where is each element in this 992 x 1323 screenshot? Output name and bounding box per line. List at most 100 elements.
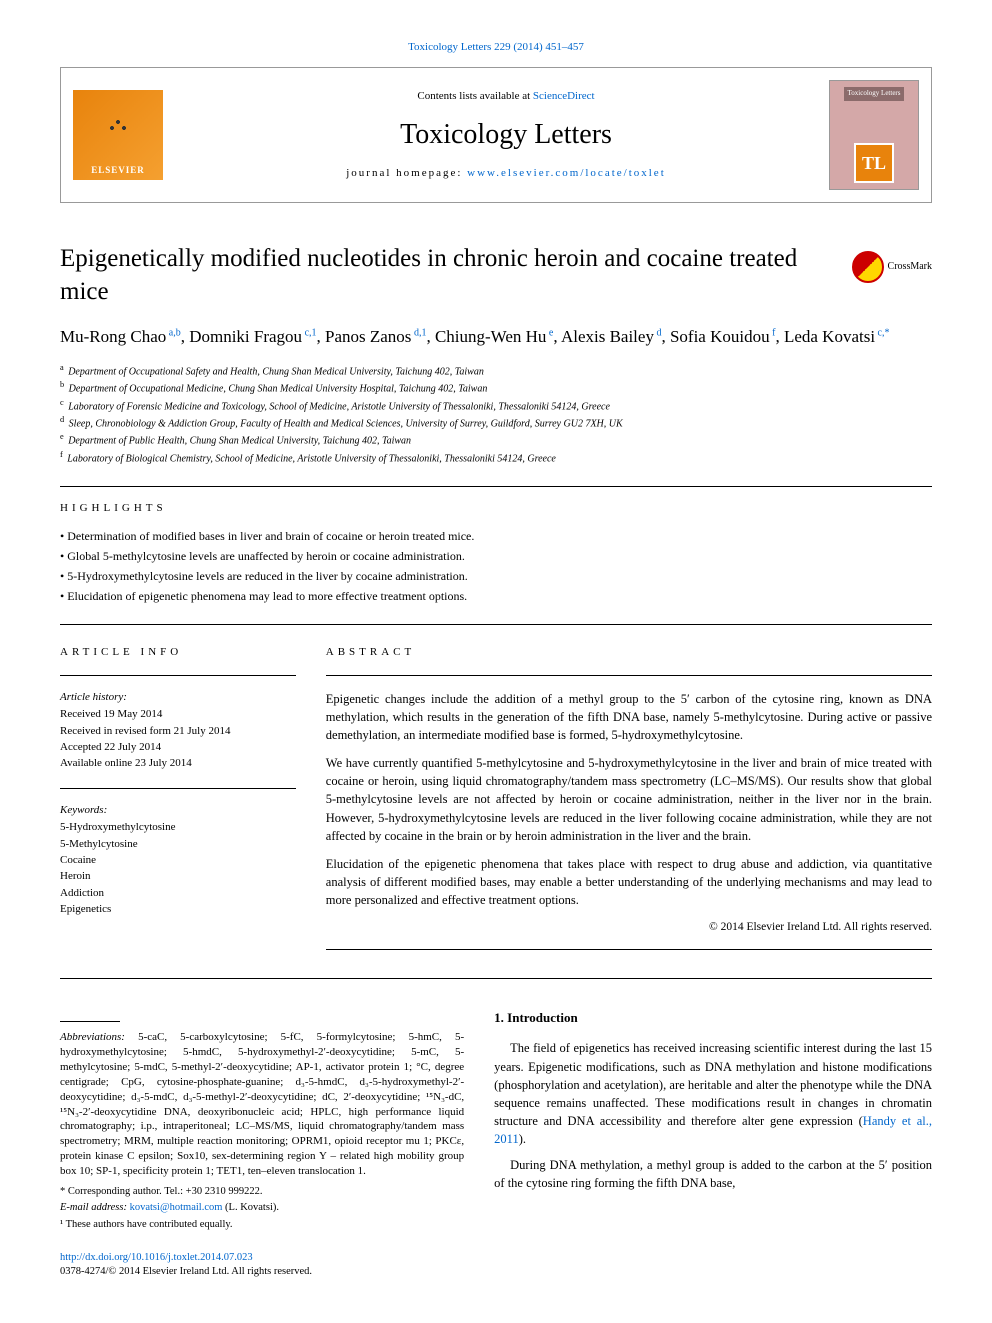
history-accepted: Accepted 22 July 2014 <box>60 740 296 755</box>
author-affil-sup: d,1 <box>411 328 426 339</box>
footnotes-column: Abbreviations: 5-caC, 5-carboxylcytosine… <box>60 1009 464 1279</box>
affiliation: f Laboratory of Biological Chemistry, Sc… <box>60 449 932 466</box>
history-revised: Received in revised form 21 July 2014 <box>60 724 296 739</box>
keywords-head: Keywords: <box>60 803 296 818</box>
highlight-item: Global 5-methylcytosine levels are unaff… <box>60 548 932 565</box>
abstract-p2: We have currently quantified 5-methylcyt… <box>326 754 932 845</box>
elsevier-logo: ELSEVIER <box>73 90 163 180</box>
divider <box>326 949 932 950</box>
article-info-heading: ARTICLE INFO <box>60 645 296 660</box>
divider <box>60 624 932 625</box>
author-affil-sup: d <box>654 328 662 339</box>
corresponding-author-note: * Corresponding author. Tel.: +30 2310 9… <box>60 1185 464 1200</box>
email-label: E-mail address: <box>60 1202 130 1213</box>
equal-contribution-note: ¹ These authors have contributed equally… <box>60 1218 464 1233</box>
author-affil-sup: f <box>770 328 776 339</box>
sciencedirect-link[interactable]: ScienceDirect <box>533 90 595 102</box>
email-tail: (L. Kovatsi). <box>222 1202 279 1213</box>
article-info-column: ARTICLE INFO Article history: Received 1… <box>60 645 296 964</box>
abbreviations-block: Abbreviations: 5-caC, 5-carboxylcytosine… <box>60 1030 464 1178</box>
abstract-copyright: © 2014 Elsevier Ireland Ltd. All rights … <box>326 919 932 935</box>
history-online: Available online 23 July 2014 <box>60 756 296 771</box>
history-head: Article history: <box>60 690 296 705</box>
divider <box>60 486 932 487</box>
affiliation: c Laboratory of Forensic Medicine and To… <box>60 397 932 414</box>
author-affil-sup: c,1 <box>302 328 316 339</box>
affiliation: e Department of Public Health, Chung Sha… <box>60 431 932 448</box>
elsevier-tree-icon <box>88 104 148 164</box>
author: Domniki Fragou c,1 <box>189 327 316 346</box>
homepage-link[interactable]: www.elsevier.com/locate/toxlet <box>467 167 666 179</box>
info-abstract-row: ARTICLE INFO Article history: Received 1… <box>60 645 932 964</box>
abbreviations-label: Abbreviations: <box>60 1031 125 1043</box>
keyword: Cocaine <box>60 853 296 868</box>
journal-cover-thumbnail: Toxicology Letters TL <box>829 80 919 190</box>
doi-block: http://dx.doi.org/10.1016/j.toxlet.2014.… <box>60 1251 464 1279</box>
introduction-column: 1. Introduction The field of epigenetics… <box>494 1009 932 1279</box>
article-history: Article history: Received 19 May 2014 Re… <box>60 690 296 772</box>
author-affil-sup: e <box>546 328 553 339</box>
journal-homepage: journal homepage: www.elsevier.com/locat… <box>183 166 829 181</box>
issn-copyright: 0378-4274/© 2014 Elsevier Ireland Ltd. A… <box>60 1266 312 1277</box>
author: Alexis Bailey d <box>561 327 662 346</box>
affiliation-list: a Department of Occupational Safety and … <box>60 362 932 466</box>
doi-link[interactable]: http://dx.doi.org/10.1016/j.toxlet.2014.… <box>60 1252 253 1263</box>
highlights-heading: HIGHLIGHTS <box>60 501 932 516</box>
keyword: Epigenetics <box>60 902 296 917</box>
author: Chiung-Wen Hu e <box>435 327 553 346</box>
citation-link[interactable]: Toxicology Letters 229 (2014) 451–457 <box>408 41 584 53</box>
email-note: E-mail address: kovatsi@hotmail.com (L. … <box>60 1201 464 1216</box>
divider <box>60 978 932 979</box>
abbreviations-text: 5-caC, 5-carboxylcytosine; 5-fC, 5-formy… <box>60 1031 464 1177</box>
keyword: Heroin <box>60 869 296 884</box>
abstract-p3: Elucidation of the epigenetic phenomena … <box>326 855 932 909</box>
author: Panos Zanos d,1 <box>325 327 426 346</box>
author-affil-sup: c,* <box>875 328 889 339</box>
article-title: Epigenetically modified nucleotides in c… <box>60 243 932 308</box>
keywords-list: 5-Hydroxymethylcytosine 5-MethylcytosineC… <box>60 820 296 917</box>
introduction-heading: 1. Introduction <box>494 1009 932 1027</box>
divider <box>326 675 932 676</box>
crossmark-icon <box>852 251 884 283</box>
abstract-heading: ABSTRACT <box>326 645 932 660</box>
highlight-item: 5-Hydroxymethylcytosine levels are reduc… <box>60 568 932 585</box>
keyword: 5-Methylcytosine <box>60 837 296 852</box>
abstract-text: Epigenetic changes include the addition … <box>326 690 932 909</box>
email-link[interactable]: kovatsi@hotmail.com <box>130 1202 223 1213</box>
journal-header-box: ELSEVIER Contents lists available at Sci… <box>60 67 932 203</box>
affiliation: b Department of Occupational Medicine, C… <box>60 379 932 396</box>
abstract-column: ABSTRACT Epigenetic changes include the … <box>326 645 932 964</box>
intro-p2: During DNA methylation, a methyl group i… <box>494 1156 932 1192</box>
bottom-two-column: Abbreviations: 5-caC, 5-carboxylcytosine… <box>60 1009 932 1279</box>
highlight-item: Elucidation of epigenetic phenomena may … <box>60 588 932 605</box>
contents-list-line: Contents lists available at ScienceDirec… <box>183 89 829 104</box>
author-affil-sup: a,b <box>166 328 180 339</box>
tl-logo-icon: TL <box>854 143 894 183</box>
cover-title: Toxicology Letters <box>844 87 905 101</box>
elsevier-label: ELSEVIER <box>91 164 145 177</box>
abstract-p1: Epigenetic changes include the addition … <box>326 690 932 744</box>
citation-header: Toxicology Letters 229 (2014) 451–457 <box>60 40 932 55</box>
history-received: Received 19 May 2014 <box>60 707 296 722</box>
intro-p1: The field of epigenetics has received in… <box>494 1039 932 1148</box>
intro-p1-tail: ). <box>519 1132 526 1146</box>
homepage-label: journal homepage: <box>346 167 467 179</box>
divider <box>60 788 296 789</box>
affiliation: d Sleep, Chronobiology & Addiction Group… <box>60 414 932 431</box>
contents-text: Contents lists available at <box>417 90 532 102</box>
divider <box>60 675 296 676</box>
affiliation: a Department of Occupational Safety and … <box>60 362 932 379</box>
highlights-list: Determination of modified bases in liver… <box>60 528 932 604</box>
author: Leda Kovatsi c,* <box>784 327 890 346</box>
keyword: Addiction <box>60 886 296 901</box>
author-list: Mu-Rong Chao a,b, Domniki Fragou c,1, Pa… <box>60 324 932 350</box>
keyword: 5-Hydroxymethylcytosine <box>60 820 296 835</box>
header-center: Contents lists available at ScienceDirec… <box>183 89 829 181</box>
crossmark-badge[interactable]: CrossMark <box>852 251 932 283</box>
journal-title: Toxicology Letters <box>183 115 829 154</box>
author: Sofia Kouidou f <box>670 327 775 346</box>
highlight-item: Determination of modified bases in liver… <box>60 528 932 545</box>
crossmark-label: CrossMark <box>888 260 932 274</box>
author: Mu-Rong Chao a,b <box>60 327 181 346</box>
footnote-divider <box>60 1021 120 1022</box>
